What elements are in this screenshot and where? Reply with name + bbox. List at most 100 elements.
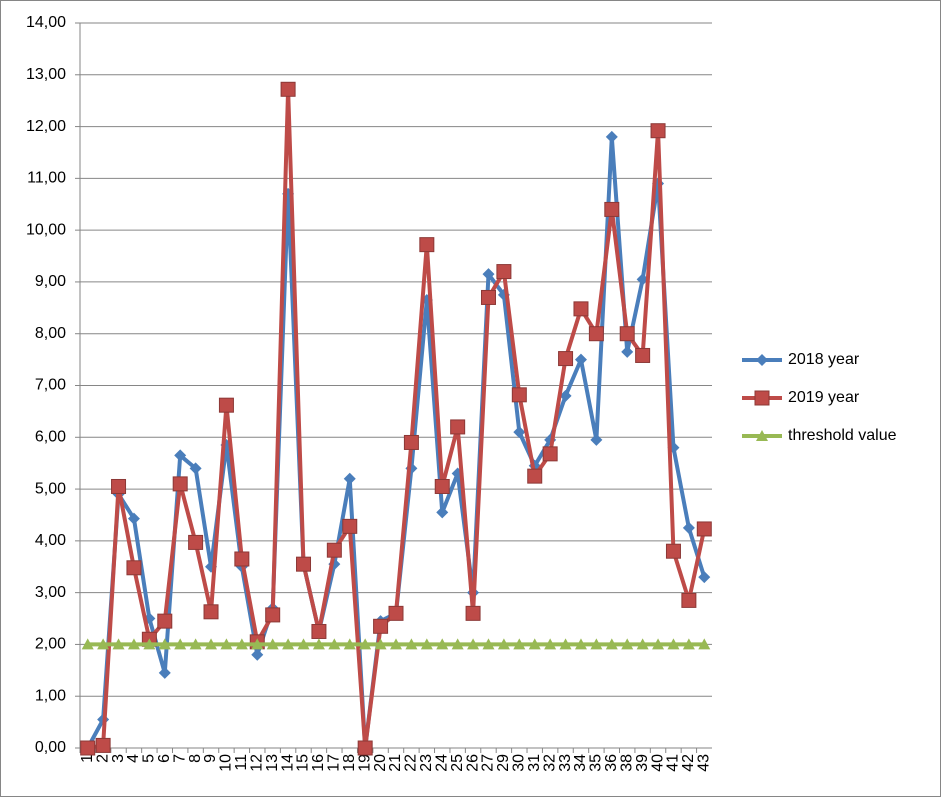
point xyxy=(343,638,356,650)
point xyxy=(158,666,171,679)
point xyxy=(574,638,587,650)
point xyxy=(343,472,356,485)
x-tick-label: 42 xyxy=(680,754,697,772)
x-tick-label: 17 xyxy=(326,754,343,772)
point xyxy=(405,638,418,650)
x-tick-label: 31 xyxy=(526,754,543,772)
x-tick-label: 23 xyxy=(418,754,435,772)
point xyxy=(698,638,711,650)
x-tick-label: 24 xyxy=(433,754,450,772)
point xyxy=(513,638,526,650)
point xyxy=(172,476,188,492)
point xyxy=(158,638,171,650)
point xyxy=(559,638,572,650)
x-tick-label: 8 xyxy=(187,754,204,763)
point xyxy=(756,354,768,366)
y-tick-label: 5,00 xyxy=(35,480,66,497)
y-tick-label: 8,00 xyxy=(35,325,66,342)
point xyxy=(696,521,712,537)
x-tick-label: 19 xyxy=(356,754,373,772)
point xyxy=(81,638,94,650)
y-tick-label: 6,00 xyxy=(35,429,66,446)
point xyxy=(326,542,342,558)
point xyxy=(127,638,140,650)
point xyxy=(590,433,603,446)
y-tick-label: 11,00 xyxy=(27,170,66,187)
point xyxy=(559,389,572,402)
x-tick-label: 9 xyxy=(202,754,219,763)
point xyxy=(388,605,404,621)
point xyxy=(419,237,435,253)
point xyxy=(189,638,202,650)
y-tick-label: 13,00 xyxy=(26,66,66,83)
point xyxy=(756,430,768,441)
y-tick-label: 4,00 xyxy=(35,532,66,549)
point xyxy=(218,397,234,413)
point xyxy=(127,512,140,525)
point xyxy=(588,326,604,342)
point xyxy=(95,737,111,753)
point xyxy=(282,638,295,650)
point xyxy=(251,638,264,650)
x-tick-label: 20 xyxy=(372,754,389,772)
y-tick-label: 2,00 xyxy=(35,636,66,653)
y-tick-label: 9,00 xyxy=(35,273,66,290)
point xyxy=(297,638,310,650)
point xyxy=(374,638,387,650)
point xyxy=(328,638,341,650)
point xyxy=(542,446,558,462)
point xyxy=(511,387,527,403)
y-tick-label: 3,00 xyxy=(35,584,66,601)
point xyxy=(482,638,495,650)
x-tick-label: 16 xyxy=(310,754,327,772)
point xyxy=(604,201,620,217)
x-tick-label: 1 xyxy=(79,754,96,763)
point xyxy=(682,638,695,650)
point xyxy=(465,605,481,621)
point xyxy=(296,556,312,572)
x-tick-label: 5 xyxy=(141,754,158,763)
point xyxy=(496,264,512,280)
x-tick-label: 14 xyxy=(279,754,296,772)
point xyxy=(528,638,541,650)
point xyxy=(636,638,649,650)
x-tick-label: 43 xyxy=(696,754,713,772)
point xyxy=(527,468,543,484)
point xyxy=(573,301,589,317)
legend-label: 2019 year xyxy=(788,389,860,406)
point xyxy=(754,390,770,406)
point xyxy=(434,478,450,494)
point xyxy=(342,518,358,534)
point xyxy=(436,506,449,519)
point xyxy=(450,419,466,435)
x-tick-label: 36 xyxy=(603,754,620,772)
point xyxy=(403,434,419,450)
point xyxy=(205,638,218,650)
point xyxy=(280,81,296,97)
point xyxy=(698,571,711,584)
point xyxy=(667,638,680,650)
point xyxy=(497,638,510,650)
point xyxy=(312,638,325,650)
point xyxy=(451,638,464,650)
point xyxy=(265,607,281,623)
point xyxy=(681,592,697,608)
point xyxy=(157,613,173,629)
point xyxy=(482,268,495,281)
x-tick-label: 7 xyxy=(171,754,188,763)
x-tick-label: 25 xyxy=(449,754,466,772)
point xyxy=(220,638,233,650)
point xyxy=(574,353,587,366)
x-tick-label: 41 xyxy=(665,754,682,772)
point xyxy=(635,347,651,363)
point xyxy=(174,449,187,462)
y-tick-label: 7,00 xyxy=(35,377,66,394)
point xyxy=(513,426,526,439)
point xyxy=(373,618,389,634)
point xyxy=(188,534,204,550)
point xyxy=(203,604,219,620)
x-tick-label: 29 xyxy=(495,754,512,772)
point xyxy=(590,638,603,650)
point xyxy=(682,521,695,534)
x-tick-label: 15 xyxy=(295,754,312,772)
